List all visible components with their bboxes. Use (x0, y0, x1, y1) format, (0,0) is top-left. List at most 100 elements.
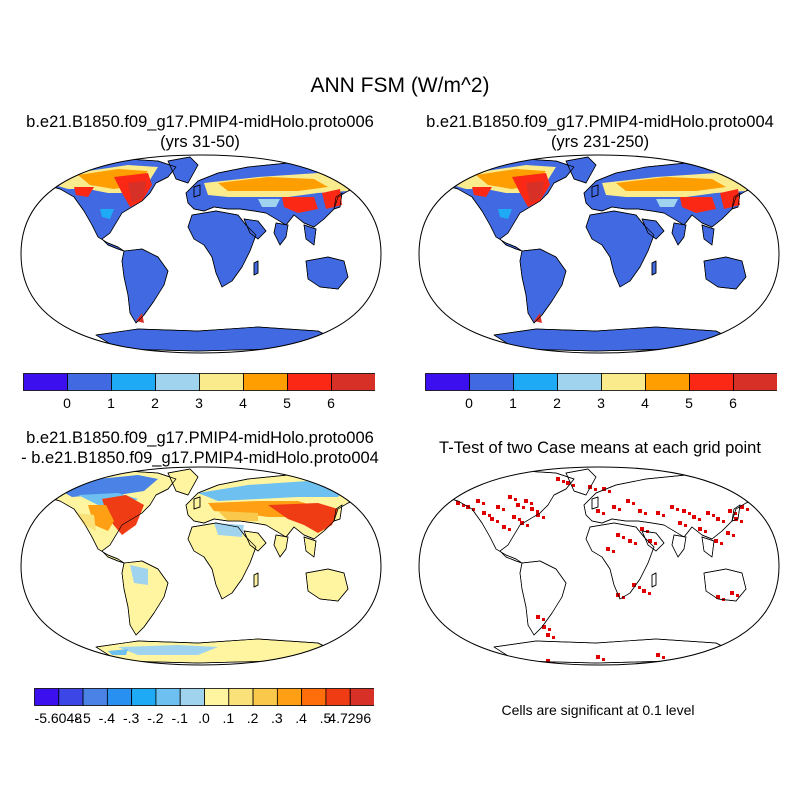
panel-1-title: b.e21.B1850.f09_g17.PMIP4-midHolo.proto0… (0, 112, 400, 152)
continent-madagascar (651, 260, 657, 276)
coastline (273, 534, 289, 558)
shading-patch (680, 197, 716, 213)
coastline (305, 568, 349, 602)
colorbar-tick-label: -.5 (74, 710, 91, 726)
figure-title: ANN FSM (W/m^2) (310, 74, 490, 97)
colorbar-tick-label: .3 (271, 710, 283, 726)
panel-1-colorbar: 0 1 2 3 4 5 6 (23, 373, 375, 411)
coastline (701, 536, 715, 558)
colorbar-swatch (111, 373, 156, 391)
significance-cell (456, 501, 460, 505)
coastline (187, 522, 257, 600)
coastline (37, 158, 177, 252)
continent-northAmerica (435, 470, 575, 564)
significance-cell (618, 508, 621, 511)
significance-cell (640, 527, 644, 531)
significance-cell (634, 542, 637, 545)
coastline (167, 156, 199, 184)
significance-cell (562, 480, 565, 483)
significance-cell (608, 490, 611, 493)
significance-cell (656, 511, 660, 515)
significance-cell (502, 525, 506, 529)
significance-cell (692, 515, 696, 519)
panel-4-note: Cells are significant at 0.1 level (501, 702, 695, 718)
shading-patch (108, 649, 128, 655)
significance-cell (526, 524, 529, 527)
coastline (435, 158, 575, 252)
colorbar-swatch (106, 688, 133, 706)
significance-cell (482, 511, 486, 515)
significance-cell (730, 591, 734, 595)
map-content (435, 468, 763, 665)
colorbar-tick-label: 6 (729, 395, 737, 411)
significance-cell (512, 515, 516, 519)
continent-madagascar (651, 572, 657, 588)
significance-cell (670, 505, 674, 509)
significance-cell (678, 521, 682, 525)
significance-cell (542, 516, 545, 519)
colorbar-swatch (155, 688, 181, 706)
significance-cell (536, 510, 539, 513)
coastline (167, 468, 199, 496)
panel-3-title: b.e21.B1850.f09_g17.PMIP4-midHolo.proto0… (0, 428, 400, 468)
map-content (37, 468, 365, 664)
shading-patch (128, 181, 146, 203)
significance-cell (530, 507, 534, 511)
coastline (303, 536, 317, 558)
significance-cell (632, 583, 636, 587)
significance-cell (596, 509, 600, 513)
significance-cell (522, 506, 525, 509)
significance-cell (566, 481, 570, 485)
panel-2-title-line1: b.e21.B1850.f09_g17.PMIP4-midHolo.proto0… (426, 113, 774, 131)
significance-cell (734, 512, 737, 515)
significance-cell (712, 514, 715, 517)
significance-cell (682, 509, 686, 513)
significance-cell (552, 636, 555, 639)
coastline (703, 568, 747, 602)
significance-cell (622, 596, 625, 599)
significance-cell (752, 498, 755, 501)
significance-cell (546, 659, 550, 663)
coastline (651, 572, 657, 588)
shading-patch (616, 177, 726, 191)
significance-cell (496, 505, 500, 509)
coastline (253, 260, 259, 276)
significance-cell (530, 502, 533, 505)
colorbar-tick-label: -.1 (172, 710, 189, 726)
coastline (565, 156, 597, 184)
significance-cell (688, 512, 691, 515)
continent-southAmerica (121, 248, 169, 324)
shading-patch (268, 503, 338, 533)
continent-antarctica (95, 326, 339, 352)
colorbar-swatch (557, 373, 602, 391)
coastline (193, 184, 201, 198)
significance-cell (722, 520, 725, 523)
coastline (333, 504, 343, 522)
significance-cell (462, 504, 465, 507)
map-border (418, 466, 780, 666)
colorbar-tick-label: -5.6048 (35, 710, 83, 726)
colorbar-swatch (243, 373, 288, 391)
shading-patch (100, 209, 114, 219)
shading-patch (526, 181, 544, 203)
significance-cell (542, 618, 545, 621)
significance-cell (734, 517, 738, 521)
map-border (418, 154, 780, 354)
significance-cell (536, 513, 540, 517)
significance-cell (704, 530, 707, 533)
significance-cell (716, 595, 720, 599)
coastline (273, 222, 289, 246)
colorbar-swatch (131, 688, 157, 706)
colorbar-swatch (228, 688, 254, 706)
colorbar-swatch (67, 373, 112, 391)
significance-cell (654, 542, 657, 545)
significance-cell (642, 589, 646, 593)
coastline (641, 218, 665, 240)
colorbar-swatch (155, 373, 200, 391)
significance-cell (602, 512, 605, 515)
significance-cell (662, 514, 665, 517)
significance-cell (488, 514, 491, 517)
colorbar-tick-label: 1 (107, 395, 115, 411)
continent-antarctica (493, 638, 737, 664)
significance-cell (648, 539, 652, 543)
